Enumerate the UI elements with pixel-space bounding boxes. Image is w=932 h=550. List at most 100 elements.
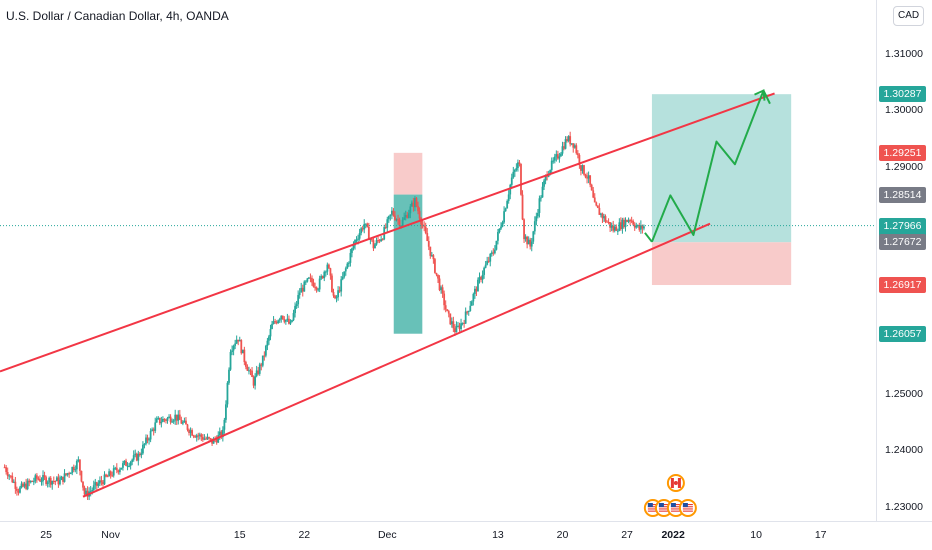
candle-body — [394, 215, 396, 220]
candle-body — [596, 205, 599, 208]
candle-body — [377, 240, 379, 242]
candle-body — [604, 216, 607, 222]
forecast-arrowhead — [754, 89, 766, 101]
candle-body — [455, 326, 458, 333]
candle-body — [510, 177, 513, 185]
candle-body — [218, 431, 221, 436]
candle-body — [112, 468, 115, 476]
x-tick-label: 17 — [814, 529, 827, 541]
candle-body — [618, 222, 621, 231]
candle-body — [51, 480, 54, 485]
candle-body — [489, 253, 492, 262]
candle-body — [521, 194, 524, 220]
candle-body — [91, 489, 94, 491]
candle-body — [46, 482, 49, 484]
candle-body — [66, 473, 69, 475]
candle-body — [45, 477, 48, 484]
candle-body — [191, 430, 194, 436]
y-tick-label: 1.30000 — [885, 104, 923, 117]
candle-body — [169, 416, 172, 423]
candle-body — [380, 239, 383, 242]
candle-body — [278, 319, 281, 321]
candle-body — [533, 221, 536, 232]
candle-body — [123, 460, 126, 464]
channel-lower-line[interactable] — [82, 222, 711, 498]
candle-body — [630, 220, 633, 222]
candle-body — [354, 240, 356, 246]
x-tick-label: 15 — [233, 529, 246, 541]
candle-body — [69, 473, 72, 475]
zone-past-stop[interactable] — [393, 152, 423, 195]
candle-body — [619, 222, 622, 229]
candle-body — [366, 223, 369, 227]
candle-body — [364, 223, 367, 225]
candle-body — [292, 313, 295, 321]
candle-body — [14, 481, 17, 489]
candle-body — [26, 480, 29, 489]
zone-stop[interactable] — [651, 242, 792, 286]
candle-body — [175, 414, 178, 421]
candle-body — [635, 225, 638, 228]
candle-body — [556, 154, 559, 159]
candle-body — [627, 220, 630, 222]
candle-body — [526, 236, 529, 245]
candle-body — [643, 226, 645, 229]
price-tag-value: 1.29251 — [883, 146, 922, 159]
price-tag: 1.29251 — [879, 144, 926, 161]
candle-body — [263, 355, 266, 357]
candle-body — [146, 437, 149, 441]
candle-body — [166, 417, 169, 421]
candle-body — [506, 201, 509, 209]
candle-body — [39, 479, 41, 482]
candle-body — [203, 438, 206, 440]
candle-body — [111, 475, 114, 477]
zone-target[interactable] — [651, 94, 792, 243]
candle-body — [512, 171, 515, 178]
candle-body — [11, 475, 14, 483]
candle-body — [314, 286, 316, 288]
candle-body — [135, 453, 138, 461]
candle-body — [197, 435, 200, 437]
candle-body — [467, 310, 470, 312]
candle-body — [17, 490, 20, 493]
candle-body — [181, 422, 184, 424]
candle-body — [404, 214, 407, 218]
usa-flag-icon[interactable] — [678, 499, 697, 517]
candle-body — [295, 304, 298, 307]
currency-badge[interactable]: CAD — [893, 6, 925, 26]
candle-body — [235, 339, 238, 344]
candle-body — [357, 238, 359, 240]
candle-body — [566, 139, 568, 141]
candle-body — [338, 290, 341, 292]
candle-body — [569, 136, 572, 145]
candle-body — [140, 453, 143, 456]
candle-body — [201, 437, 204, 440]
candle-body — [346, 263, 349, 269]
candle-body — [500, 226, 502, 229]
candle-body — [200, 434, 203, 438]
y-tick-label: 1.23000 — [885, 500, 923, 513]
candle-body — [157, 417, 160, 419]
candle-body — [340, 279, 343, 292]
candle-body — [228, 369, 230, 383]
candle-body — [246, 366, 249, 371]
candle-body — [180, 419, 183, 424]
candle-body — [100, 480, 103, 482]
canada-flag-icon[interactable] — [666, 474, 685, 492]
candle-body — [102, 481, 104, 485]
candle-body — [612, 225, 615, 231]
candle-body — [223, 419, 226, 430]
candle-body — [520, 163, 522, 195]
candle-body — [389, 214, 392, 217]
candle-body — [318, 278, 321, 290]
y-tick-label: 1.29000 — [885, 161, 923, 174]
candle-body — [447, 311, 450, 314]
candle-body — [29, 480, 32, 483]
candle-body — [49, 477, 52, 485]
candle-body — [244, 362, 247, 367]
channel-upper-line[interactable] — [0, 92, 775, 373]
x-tick-label: 27 — [621, 529, 633, 541]
candle-body — [19, 487, 21, 493]
x-tick-label: Nov — [101, 529, 120, 541]
